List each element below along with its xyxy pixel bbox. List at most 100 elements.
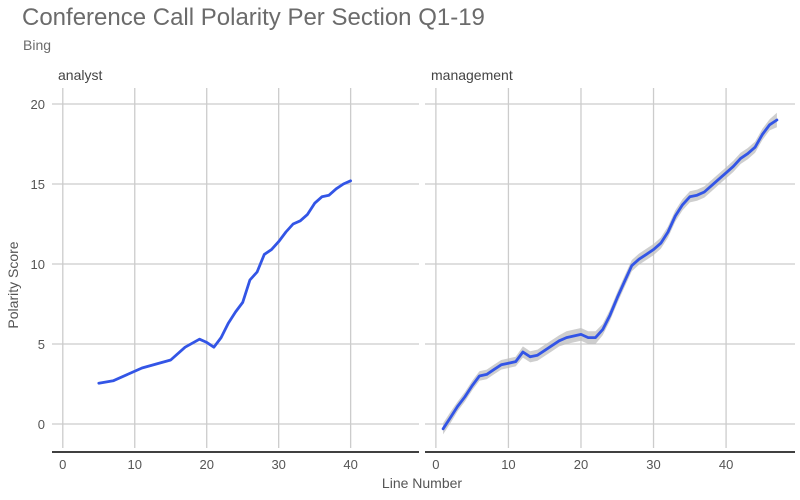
data-point — [572, 335, 575, 337]
x-tick-label: 20 — [199, 457, 213, 472]
chart-title: Conference Call Polarity Per Section Q1-… — [22, 4, 485, 31]
x-tick-label: 10 — [128, 457, 142, 472]
data-point — [725, 171, 727, 174]
data-point — [256, 271, 258, 273]
series-line-analyst — [97, 179, 353, 385]
data-point — [227, 322, 230, 325]
x-tick-label: 30 — [271, 457, 285, 472]
panel-label: management — [431, 67, 513, 83]
data-point — [205, 341, 208, 344]
y-axis-label: Polarity Score — [5, 241, 21, 328]
y-tick-label: 10 — [31, 257, 45, 272]
data-point — [543, 349, 546, 352]
data-point — [234, 311, 237, 313]
data-point — [285, 231, 287, 233]
data-point — [349, 179, 352, 182]
data-point — [768, 123, 771, 126]
data-point — [667, 231, 669, 233]
data-point — [746, 152, 749, 155]
data-point — [169, 359, 172, 361]
data-point — [761, 133, 764, 136]
data-point — [198, 338, 201, 341]
data-point — [580, 333, 582, 336]
data-point — [292, 223, 294, 225]
data-point — [306, 213, 309, 216]
data-point — [558, 339, 561, 342]
data-point — [754, 146, 756, 149]
data-point — [688, 195, 691, 198]
data-point — [507, 362, 510, 365]
data-point — [601, 328, 604, 331]
data-point — [565, 336, 568, 339]
x-axis-label: Line Number — [382, 475, 462, 491]
data-point — [703, 191, 706, 193]
data-point — [536, 354, 539, 357]
x-tick-label: 40 — [719, 457, 733, 472]
data-point — [674, 215, 677, 217]
data-point — [630, 264, 633, 267]
data-point — [328, 194, 330, 197]
data-point — [249, 279, 251, 281]
data-point — [717, 178, 720, 181]
y-tick-label: 5 — [38, 337, 45, 352]
data-point — [659, 242, 662, 245]
data-point — [321, 195, 323, 198]
x-tick-label: 10 — [501, 457, 515, 472]
data-point — [97, 382, 100, 385]
data-point — [342, 183, 345, 185]
x-tick-label: 40 — [343, 457, 357, 472]
data-point — [710, 184, 713, 187]
data-point — [464, 395, 466, 398]
data-point — [681, 203, 684, 206]
data-point — [263, 253, 266, 256]
data-point — [609, 314, 611, 317]
data-point — [645, 253, 648, 256]
y-tick-label: 15 — [31, 177, 45, 192]
data-point — [213, 346, 215, 349]
data-point — [126, 373, 129, 376]
x-tick-label: 30 — [646, 457, 660, 472]
data-point — [652, 248, 655, 251]
data-point — [241, 301, 244, 304]
data-point — [587, 336, 590, 339]
x-tick-label: 20 — [574, 457, 588, 472]
x-tick-label: 0 — [59, 457, 66, 472]
data-point — [522, 351, 524, 353]
data-point — [313, 202, 316, 205]
y-tick-label: 20 — [31, 97, 45, 112]
data-point — [732, 165, 735, 168]
data-point — [112, 379, 115, 382]
data-point — [456, 405, 459, 408]
data-point — [594, 336, 597, 339]
data-point — [270, 248, 273, 251]
panel-analyst: analyst — [52, 67, 419, 448]
data-point — [155, 363, 158, 365]
data-point — [442, 427, 444, 430]
data-point — [739, 157, 742, 160]
data-point — [616, 296, 619, 299]
data-point — [529, 355, 532, 358]
data-point — [638, 258, 640, 261]
panel-management: management — [425, 67, 795, 448]
data-point — [514, 360, 517, 363]
data-point — [623, 280, 626, 283]
panel-label: analyst — [58, 67, 102, 83]
y-axis: 0 5 10 15 20 — [31, 97, 45, 432]
data-point — [449, 416, 452, 419]
data-point — [299, 219, 302, 222]
data-point — [485, 373, 488, 376]
confidence-band — [443, 112, 777, 435]
data-point — [335, 187, 338, 190]
data-point — [471, 384, 474, 387]
x-axis: 0 10 20 30 40 0 10 20 30 40 — [52, 451, 795, 472]
data-point — [184, 346, 187, 349]
data-point — [141, 367, 143, 369]
data-point — [696, 194, 698, 197]
data-point — [220, 336, 223, 339]
data-point — [500, 363, 503, 366]
series-line-management — [441, 118, 779, 431]
data-point — [551, 344, 553, 347]
data-point — [776, 119, 778, 121]
